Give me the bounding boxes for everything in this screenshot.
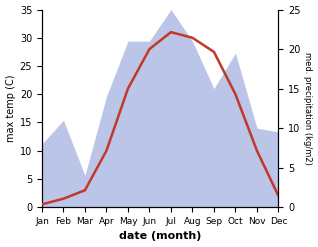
X-axis label: date (month): date (month) [119, 231, 201, 242]
Y-axis label: max temp (C): max temp (C) [5, 75, 16, 142]
Y-axis label: med. precipitation (kg/m2): med. precipitation (kg/m2) [303, 52, 313, 165]
